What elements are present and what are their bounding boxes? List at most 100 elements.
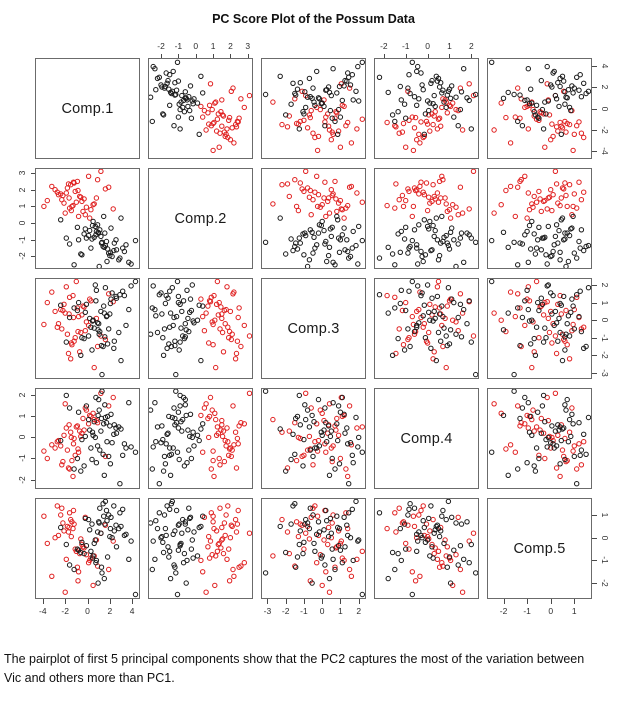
data-point: [392, 262, 398, 268]
data-point: [389, 352, 396, 359]
data-point: [426, 194, 432, 200]
data-point: [91, 416, 97, 423]
data-point: [538, 247, 544, 253]
data-point: [206, 121, 212, 127]
data-point: [187, 296, 194, 302]
tick-mark: [31, 189, 35, 191]
data-point: [531, 193, 537, 200]
data-point: [414, 531, 420, 537]
data-point: [310, 512, 316, 518]
data-point: [544, 63, 550, 70]
data-point: [418, 507, 424, 514]
data-point: [300, 463, 306, 469]
data-point: [552, 92, 559, 99]
points-vic: [384, 169, 477, 221]
data-point: [562, 230, 568, 236]
data-point: [206, 555, 213, 561]
data-point: [439, 513, 445, 519]
tick-mark: [592, 355, 597, 357]
data-point: [332, 118, 338, 125]
tick-mark: [247, 54, 249, 58]
data-point: [525, 66, 531, 72]
data-point: [315, 230, 322, 236]
data-point: [81, 231, 87, 237]
data-point: [66, 195, 72, 201]
data-point: [507, 183, 514, 190]
data-point: [438, 240, 444, 246]
data-point: [536, 188, 542, 195]
data-point: [353, 88, 359, 94]
data-point: [301, 436, 307, 443]
data-point: [346, 566, 353, 573]
data-point: [533, 279, 540, 285]
data-point: [288, 521, 294, 527]
points-others: [376, 279, 478, 378]
data-point: [569, 411, 575, 417]
data-point: [306, 75, 313, 82]
tick-mark: [31, 173, 35, 174]
tick-mark: [592, 285, 597, 287]
data-point: [421, 217, 427, 223]
data-point: [435, 116, 442, 122]
data-point: [330, 400, 336, 406]
data-point: [517, 305, 523, 311]
data-point: [512, 213, 518, 220]
data-point: [457, 301, 464, 307]
data-point: [110, 206, 116, 212]
data-point: [574, 74, 580, 80]
data-point: [68, 533, 74, 540]
data-point: [568, 433, 574, 440]
data-point: [97, 447, 103, 453]
data-point: [182, 521, 188, 527]
data-point: [330, 259, 336, 266]
data-point: [165, 77, 171, 84]
data-point: [548, 445, 554, 451]
data-point: [459, 310, 466, 316]
data-point: [301, 539, 307, 545]
data-point: [123, 242, 129, 248]
data-point: [70, 179, 77, 185]
data-point: [293, 415, 299, 422]
data-point: [294, 554, 301, 560]
data-point: [104, 413, 111, 420]
data-point: [540, 126, 547, 132]
data-point: [347, 440, 354, 446]
points-others: [376, 499, 478, 598]
data-point: [544, 283, 550, 289]
data-point: [518, 343, 524, 350]
data-point: [355, 261, 361, 267]
data-point: [198, 103, 204, 110]
data-point: [529, 364, 535, 371]
data-point: [325, 541, 331, 548]
data-point: [519, 314, 526, 321]
data-point: [571, 131, 578, 138]
data-point: [420, 324, 426, 330]
data-point: [585, 88, 591, 94]
data-point: [433, 73, 439, 79]
data-point: [563, 307, 569, 314]
data-point: [405, 186, 411, 192]
data-point: [556, 315, 562, 322]
data-point: [78, 352, 84, 359]
data-point: [111, 528, 118, 534]
data-point: [335, 432, 342, 438]
data-point: [432, 527, 438, 533]
data-point: [88, 207, 94, 213]
data-point: [337, 237, 344, 243]
data-point: [307, 447, 313, 453]
data-point: [153, 313, 159, 319]
data-point: [498, 100, 504, 106]
data-point: [558, 217, 565, 223]
data-point: [218, 304, 224, 310]
data-point: [346, 510, 352, 516]
data-point: [434, 522, 441, 528]
data-point: [323, 518, 330, 524]
data-point: [532, 251, 539, 257]
data-point: [461, 259, 467, 266]
data-point: [449, 514, 455, 520]
data-point: [401, 347, 408, 353]
data-point: [540, 235, 547, 241]
data-point: [578, 227, 585, 233]
data-point: [71, 262, 77, 268]
data-point: [41, 203, 47, 210]
